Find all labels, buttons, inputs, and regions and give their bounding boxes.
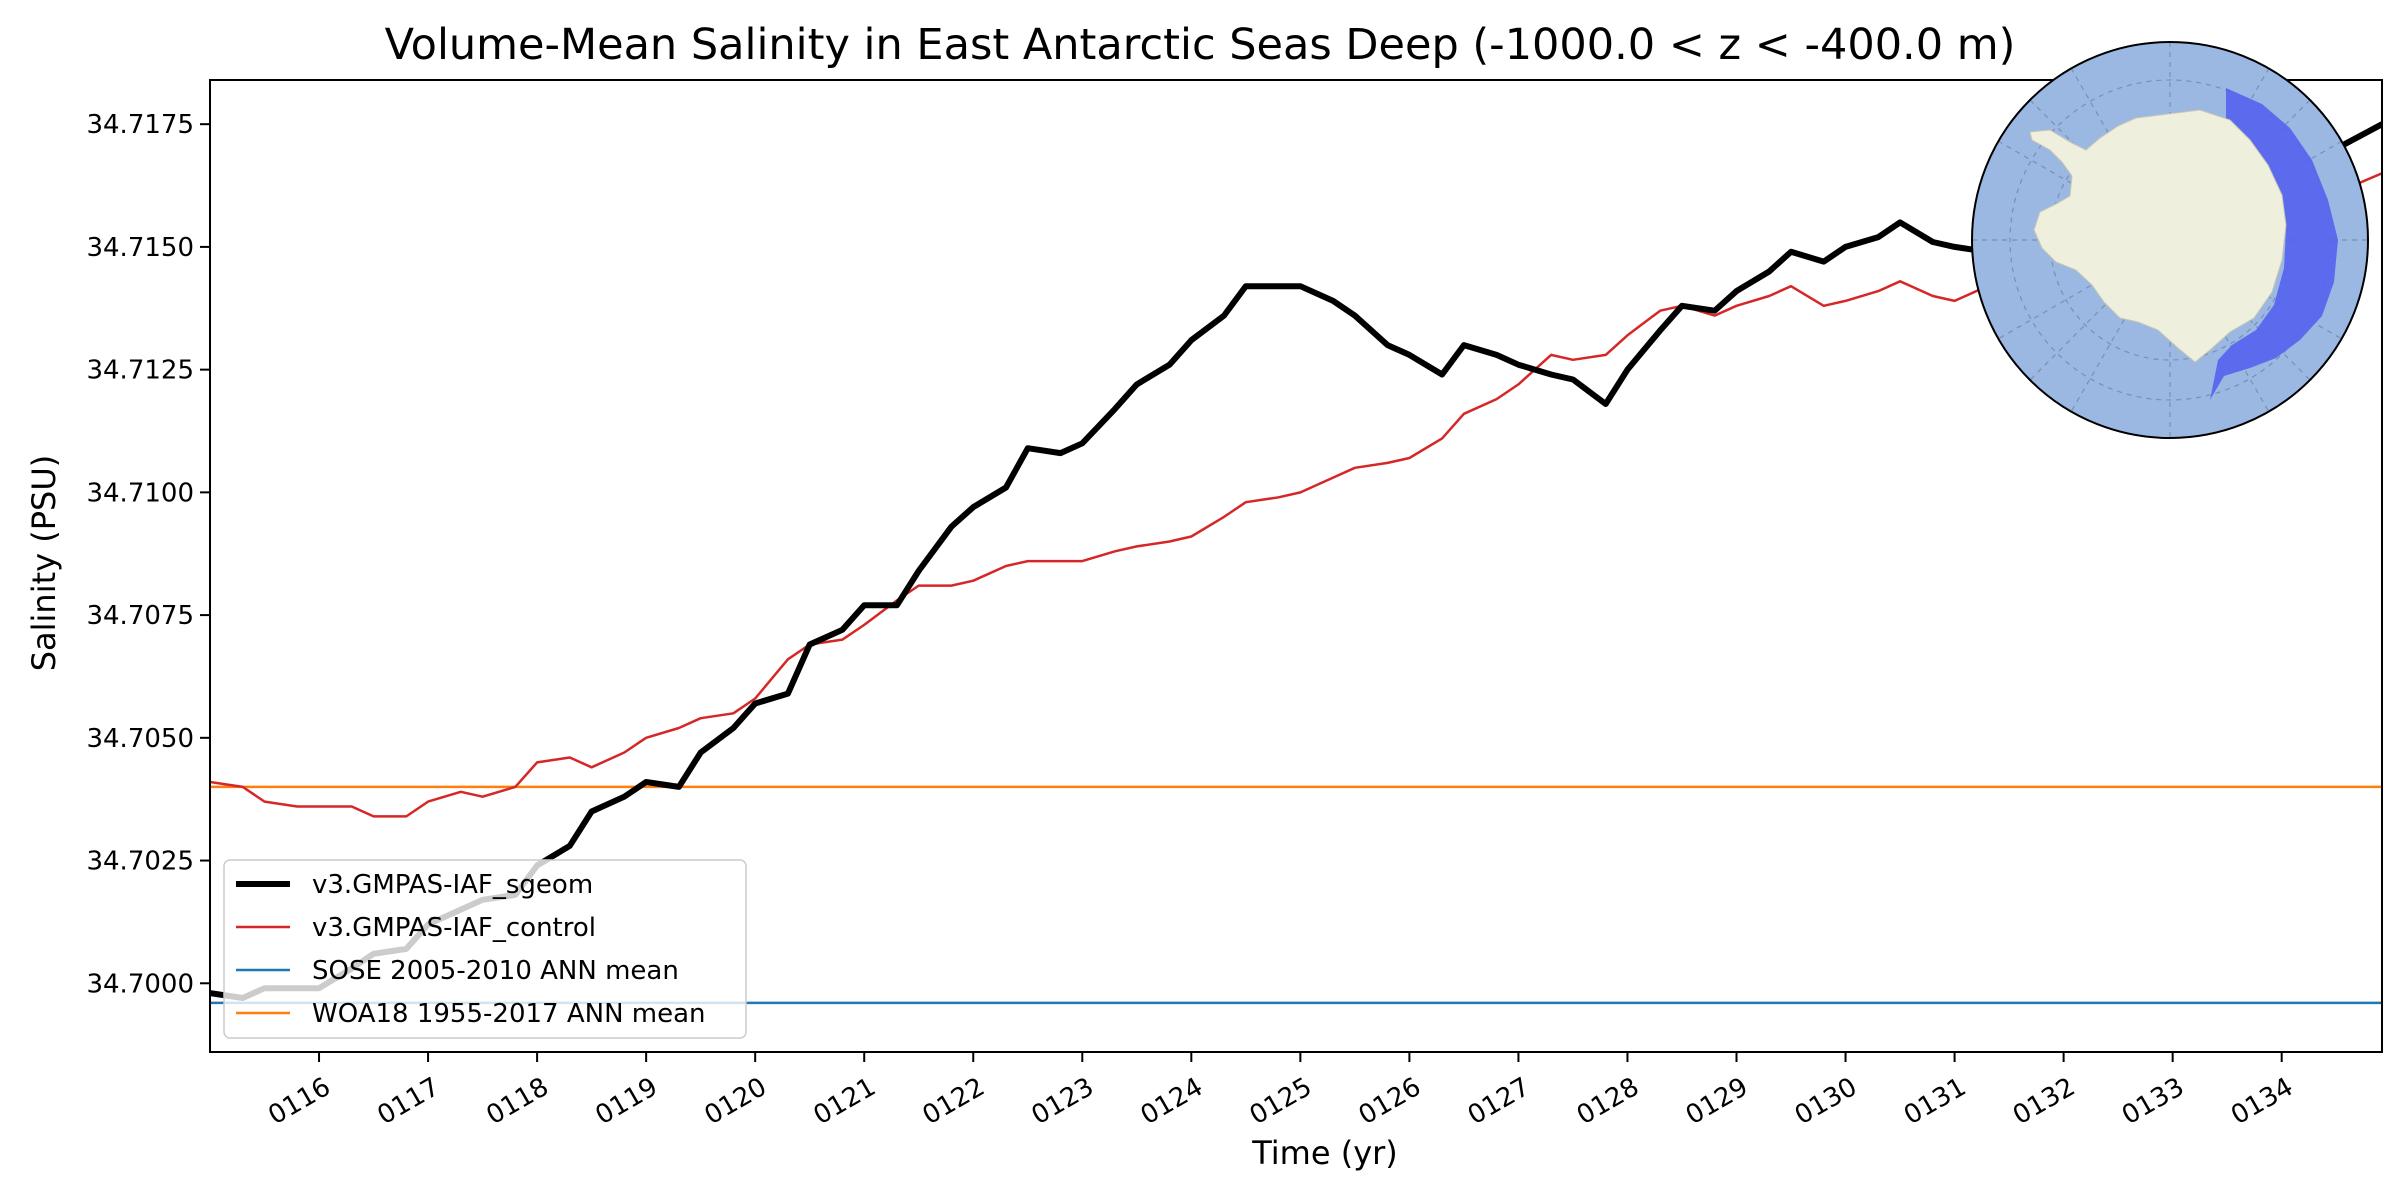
legend-label: v3.GMPAS-IAF_sgeom	[312, 870, 593, 900]
inset-map	[1971, 41, 2369, 439]
y-tick-label: 34.7125	[86, 356, 194, 386]
inset-region	[2210, 88, 2338, 400]
x-tick-label: 0125	[1245, 1072, 1317, 1131]
y-tick-label: 34.7175	[86, 110, 194, 140]
x-tick-label: 0131	[1899, 1072, 1971, 1131]
x-tick-label: 0119	[591, 1072, 663, 1131]
legend-label: SOSE 2005-2010 ANN mean	[312, 956, 679, 986]
x-tick-label: 0129	[1681, 1072, 1753, 1131]
y-tick-label: 34.7150	[86, 233, 194, 263]
x-tick-label: 0126	[1354, 1072, 1426, 1131]
x-tick-label: 0118	[482, 1072, 554, 1131]
legend-label: v3.GMPAS-IAF_control	[312, 913, 596, 943]
x-tick-label: 0123	[1027, 1072, 1099, 1131]
y-axis-label: Salinity (PSU)	[25, 454, 63, 672]
x-tick-label: 0121	[809, 1072, 881, 1131]
x-tick-label: 0130	[1790, 1072, 1862, 1131]
inset-antarctica	[2029, 109, 2287, 363]
axes-frame	[209, 79, 2383, 1053]
x-tick-label: 0120	[700, 1072, 772, 1131]
inset-border	[1971, 41, 2369, 439]
x-axis: 0116 0117 0118 0119 0120 0121 0122 0123 0124 0125…	[263, 1052, 2298, 1131]
x-tick-label: 0124	[1136, 1072, 1208, 1131]
legend: v3.GMPAS-IAF_sgeom v3.GMPAS-IAF_control SO…	[223, 859, 747, 1039]
y-tick-label: 34.7025	[86, 847, 194, 877]
chart-title: Volume-Mean Salinity in East Antarctic S…	[384, 20, 2016, 70]
legend-box	[223, 859, 747, 1039]
x-tick-label: 0117	[372, 1072, 444, 1131]
x-tick-label: 0132	[2008, 1072, 2080, 1131]
legend-label: WOA18 1955-2017 ANN mean	[312, 999, 706, 1029]
y-tick-label: 34.7050	[86, 724, 194, 754]
y-tick-label: 34.7075	[86, 601, 194, 631]
y-tick-label: 34.7100	[86, 478, 194, 508]
x-tick-label: 0116	[263, 1072, 335, 1131]
y-tick-label: 34.7000	[86, 969, 194, 999]
x-tick-label: 0133	[2117, 1072, 2189, 1131]
x-tick-label: 0122	[918, 1072, 990, 1131]
y-axis: 34.7000 34.7025 34.7050 34.7075 34.7100 34.71…	[86, 110, 210, 999]
x-tick-label: 0127	[1463, 1072, 1535, 1131]
x-tick-label: 0134	[2226, 1072, 2298, 1131]
x-axis-label: Time (yr)	[1252, 1134, 1398, 1172]
x-tick-label: 0128	[1572, 1072, 1644, 1131]
